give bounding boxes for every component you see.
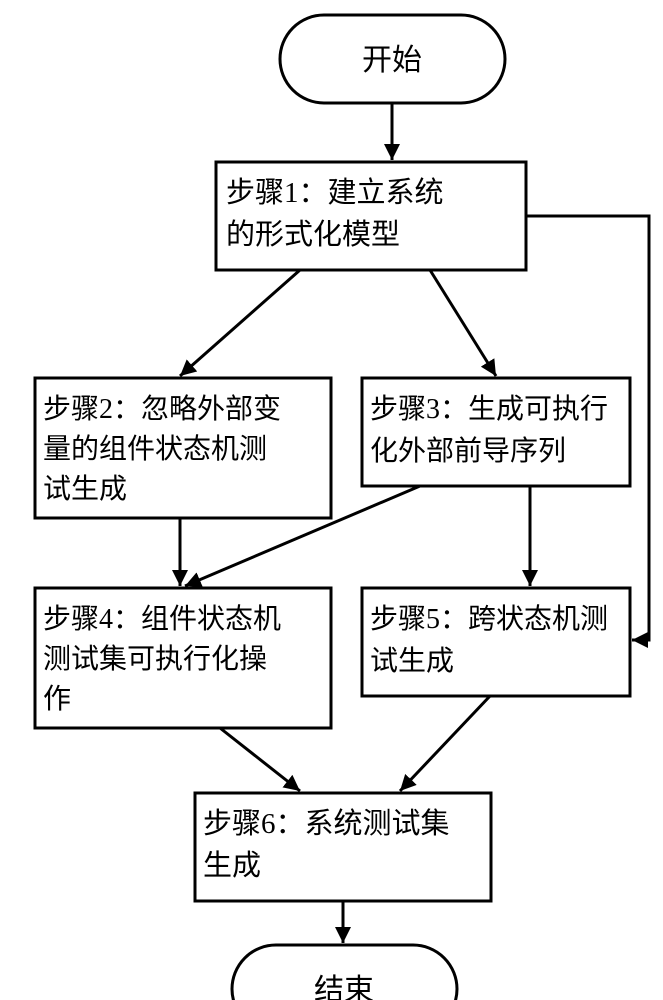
edge-step4-step6 [220, 728, 300, 791]
node-step3-line-0: 步骤3：生成可执行 [370, 393, 608, 425]
node-step5-line-0: 步骤5：跨状态机测 [370, 603, 608, 635]
node-step6-line-1: 生成 [203, 849, 261, 882]
node-end: 结束 [232, 945, 457, 1000]
node-start-line-0: 开始 [362, 44, 422, 77]
node-step1-line-1: 的形式化模型 [226, 218, 400, 251]
node-step6-line-0: 步骤6：系统测试集 [203, 807, 450, 840]
node-start: 开始 [280, 15, 505, 103]
node-step4-line-1: 测试集可执行化操 [43, 643, 267, 675]
flowchart-container: 开始步骤1：建立系统的形式化模型步骤2：忽略外部变量的组件状态机测试生成步骤3：… [0, 0, 663, 1000]
node-step2-line-1: 量的组件状态机测 [43, 433, 267, 465]
node-step2: 步骤2：忽略外部变量的组件状态机测试生成 [35, 378, 331, 518]
node-step2-line-2: 试生成 [43, 473, 127, 505]
node-step1-line-0: 步骤1：建立系统 [226, 176, 444, 209]
node-end-line-0: 结束 [314, 974, 374, 1000]
node-step5-line-1: 试生成 [370, 645, 454, 677]
flowchart-svg: 开始步骤1：建立系统的形式化模型步骤2：忽略外部变量的组件状态机测试生成步骤3：… [0, 0, 663, 1000]
node-step4-line-2: 作 [43, 683, 71, 715]
node-step6: 步骤6：系统测试集生成 [195, 793, 491, 901]
node-step2-line-0: 步骤2：忽略外部变 [43, 393, 281, 425]
node-step3-line-1: 化外部前导序列 [370, 435, 566, 467]
edge-step1-step3 [430, 270, 496, 376]
edge-step1-step2 [180, 270, 300, 376]
node-step4: 步骤4：组件状态机测试集可执行化操作 [35, 588, 331, 728]
node-step3: 步骤3：生成可执行化外部前导序列 [362, 378, 630, 486]
edge-step5-step6 [400, 696, 490, 791]
node-step1: 步骤1：建立系统的形式化模型 [216, 162, 526, 270]
node-step4-line-0: 步骤4：组件状态机 [43, 603, 281, 635]
node-step5: 步骤5：跨状态机测试生成 [362, 588, 630, 696]
